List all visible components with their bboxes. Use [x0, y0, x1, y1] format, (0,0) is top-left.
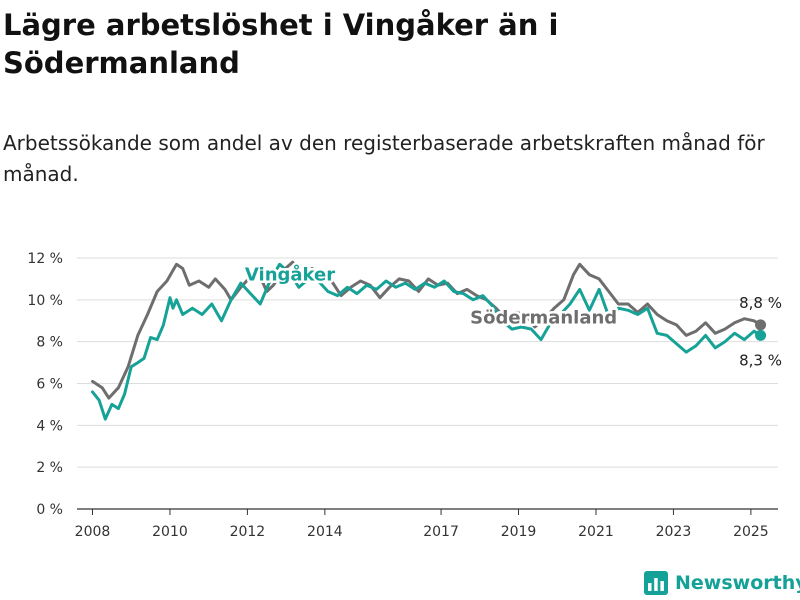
y-tick-label: 10 %	[27, 293, 63, 309]
bar-chart-icon	[644, 571, 668, 595]
end-value-label: 8,3 %	[739, 351, 782, 369]
end-marker	[755, 319, 767, 331]
series-line-sdermanland	[91, 260, 763, 400]
series-line-vingker	[91, 262, 763, 421]
x-tick-label: 2017	[423, 524, 459, 540]
chart-subtitle: Arbetssökande som andel av den registerb…	[3, 131, 765, 186]
end-marker	[755, 329, 767, 341]
x-tick-label: 2021	[578, 524, 614, 540]
y-tick-label: 2 %	[36, 460, 63, 476]
x-tick-label: 2019	[501, 524, 537, 540]
x-tick-label: 2014	[307, 524, 343, 540]
x-tick-label: 2025	[733, 524, 769, 540]
y-tick-label: 8 %	[36, 335, 63, 351]
chart-title: Lägre arbetslöshet i Vingåker än i Söder…	[3, 8, 559, 80]
newsworthy-logo: Newsworthy	[644, 570, 800, 596]
end-value-label: 8,8 %	[739, 294, 782, 312]
logo-text: Newsworthy	[675, 572, 800, 594]
x-tick-label: 2010	[152, 524, 188, 540]
axes: 0 % 2 % 4 % 6 % 8 % 10 % 12 % 2008 2010 2012 2014 2…	[27, 251, 778, 540]
series	[91, 260, 767, 421]
grid	[77, 257, 778, 468]
y-tick-label: 6 %	[36, 377, 63, 393]
labels: 8,8 % 8,3 % Vingåker Södermanland	[242, 261, 782, 369]
y-tick-label: 0 %	[36, 502, 63, 518]
x-tick-label: 2023	[656, 524, 692, 540]
series-name-label: Vingåker	[245, 264, 335, 286]
series-name-label: Södermanland	[470, 308, 617, 329]
x-tick-label: 2012	[230, 524, 266, 540]
y-tick-label: 12 %	[27, 251, 63, 267]
x-tick-label: 2008	[75, 524, 111, 540]
y-tick-label: 4 %	[36, 418, 63, 434]
